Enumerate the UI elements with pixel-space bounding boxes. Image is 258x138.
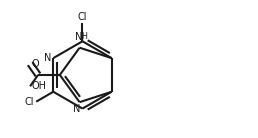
Text: N: N <box>44 53 51 63</box>
Text: N: N <box>73 104 80 114</box>
Text: N: N <box>75 32 82 42</box>
Text: OH: OH <box>31 81 46 91</box>
Text: Cl: Cl <box>25 97 34 107</box>
Text: H: H <box>81 32 87 41</box>
Text: Cl: Cl <box>78 12 87 22</box>
Text: O: O <box>31 59 39 69</box>
